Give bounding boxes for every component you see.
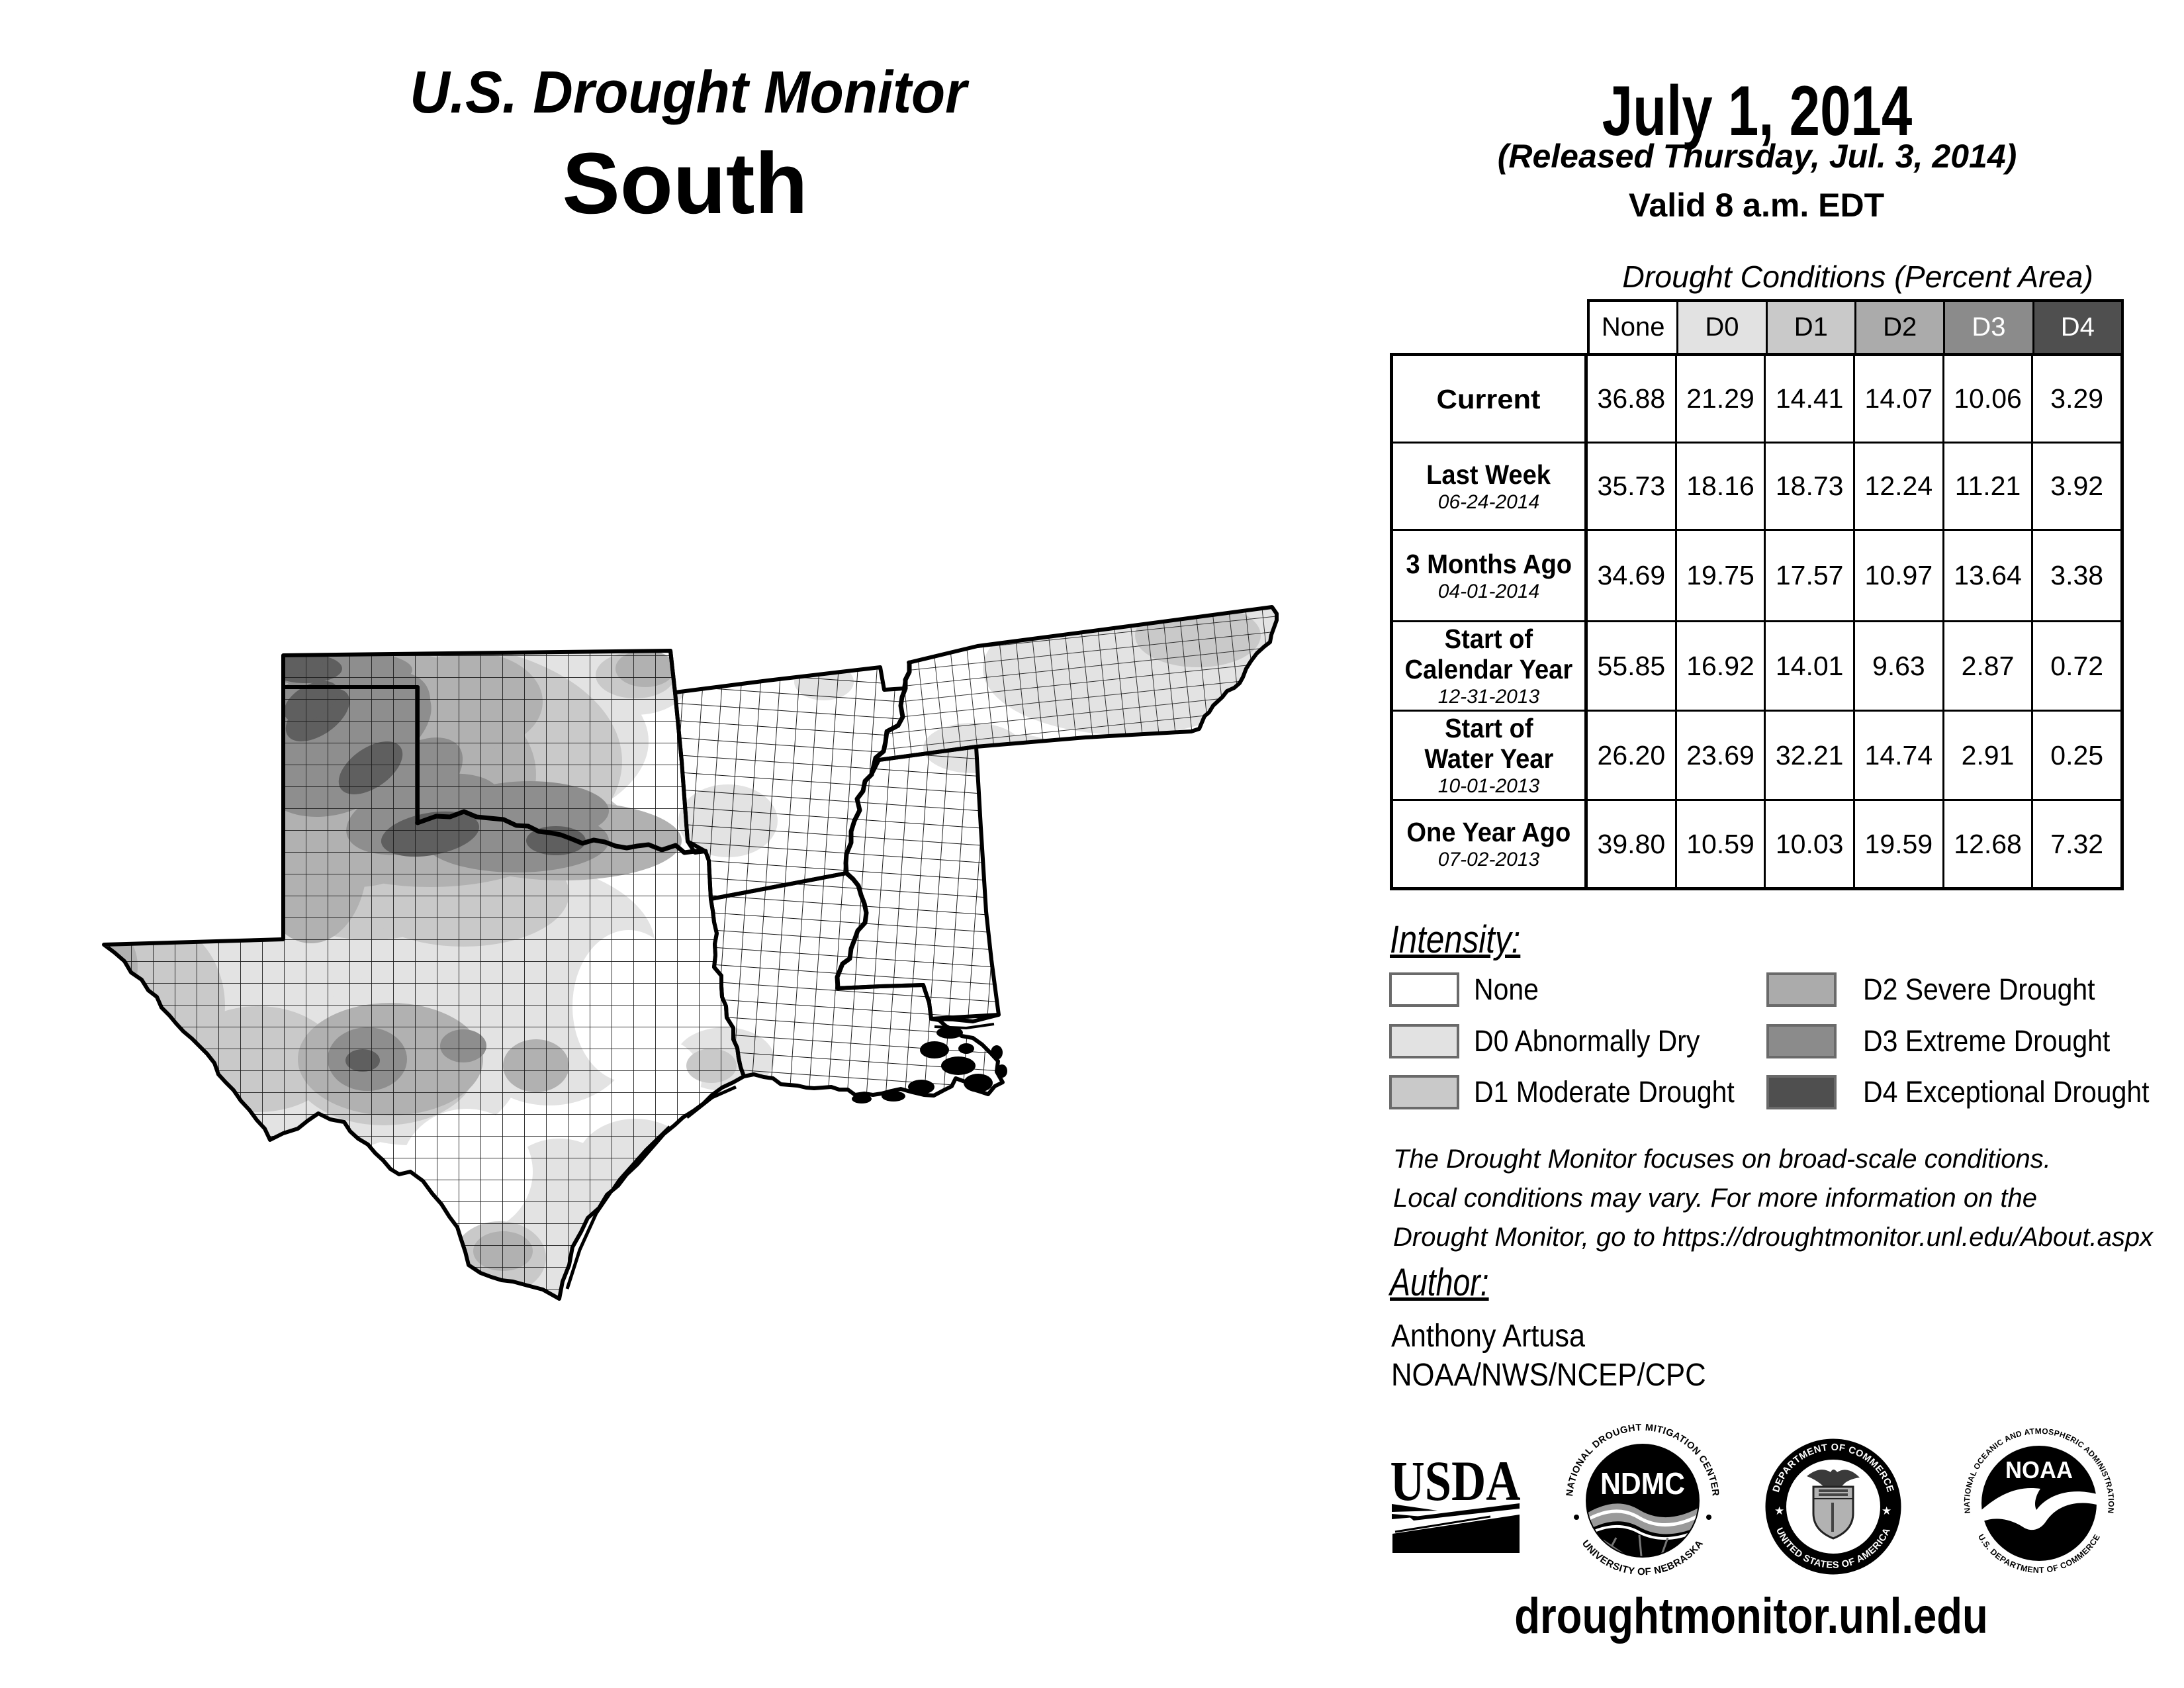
svg-text:NDMC: NDMC	[1600, 1466, 1685, 1501]
svg-text:NOAA: NOAA	[2005, 1456, 2073, 1483]
svg-text:★: ★	[1774, 1505, 1784, 1517]
svg-text:USDA: USDA	[1390, 1449, 1521, 1513]
svg-text:★: ★	[1882, 1505, 1891, 1517]
